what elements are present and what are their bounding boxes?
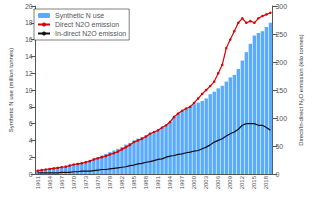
svg-text:14: 14: [25, 53, 33, 60]
svg-text:2009: 2009: [227, 175, 233, 189]
svg-text:1991: 1991: [155, 175, 161, 189]
svg-text:1979: 1979: [107, 175, 113, 189]
svg-text:6: 6: [29, 120, 33, 127]
svg-text:10: 10: [25, 87, 33, 94]
svg-text:20: 20: [25, 3, 33, 10]
svg-text:100: 100: [275, 115, 287, 122]
svg-text:2003: 2003: [203, 175, 209, 189]
svg-text:Synthetic N use (million tonne: Synthetic N use (million tonnes): [8, 48, 14, 132]
svg-text:50: 50: [275, 143, 283, 150]
svg-text:1985: 1985: [131, 175, 137, 189]
svg-text:Direct N2O emission: Direct N2O emission: [55, 21, 119, 28]
svg-text:0: 0: [275, 171, 279, 178]
svg-text:1967: 1967: [59, 175, 65, 189]
svg-text:1973: 1973: [83, 175, 89, 189]
svg-text:18: 18: [25, 19, 33, 26]
svg-text:250: 250: [275, 31, 287, 38]
svg-text:300: 300: [275, 3, 287, 10]
svg-text:8: 8: [29, 103, 33, 110]
svg-text:1964: 1964: [47, 175, 53, 189]
svg-text:200: 200: [275, 59, 287, 66]
svg-text:1976: 1976: [95, 175, 101, 189]
svg-text:0: 0: [29, 171, 33, 178]
svg-text:1961: 1961: [35, 175, 41, 189]
svg-text:4: 4: [29, 137, 33, 144]
svg-text:1997: 1997: [179, 175, 185, 189]
svg-text:150: 150: [275, 87, 287, 94]
svg-text:Direct/In-direct N₂O emission: Direct/In-direct N₂O emission (kilo tonn…: [298, 34, 304, 146]
svg-text:1970: 1970: [71, 175, 77, 189]
svg-text:2: 2: [29, 154, 33, 161]
svg-text:2018: 2018: [263, 175, 269, 189]
svg-text:2012: 2012: [239, 175, 245, 189]
svg-text:1994: 1994: [167, 175, 173, 189]
svg-text:1988: 1988: [143, 175, 149, 189]
svg-text:2000: 2000: [191, 175, 197, 189]
svg-text:In-direct N2O emission: In-direct N2O emission: [55, 30, 126, 37]
svg-text:16: 16: [25, 36, 33, 43]
svg-text:Synthetic N use: Synthetic N use: [55, 12, 104, 20]
svg-text:1982: 1982: [119, 175, 125, 189]
svg-text:12: 12: [25, 70, 33, 77]
svg-text:2006: 2006: [215, 175, 221, 189]
svg-text:2015: 2015: [251, 175, 257, 189]
